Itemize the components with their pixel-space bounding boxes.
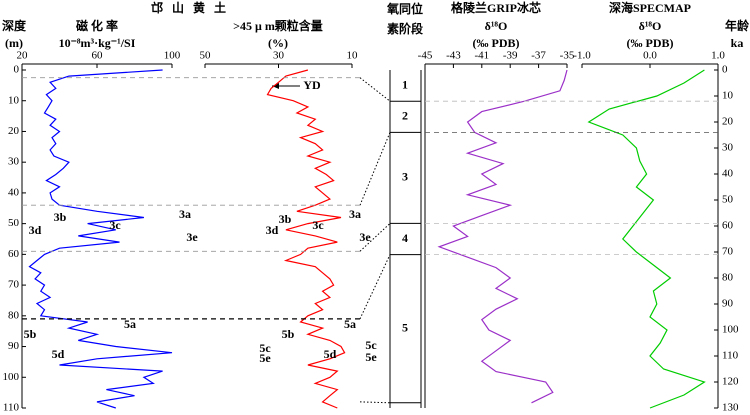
- y-tick-label: 0: [14, 64, 20, 76]
- stage-connector: [359, 401, 391, 404]
- stage-connector: [359, 132, 391, 206]
- y-tick-label: 50: [8, 217, 20, 229]
- y-tick-label: 100: [722, 324, 739, 336]
- y-tick-label: 20: [722, 116, 734, 128]
- annotation: 3c: [109, 218, 121, 232]
- x-tick-label: -39: [503, 50, 518, 62]
- y-tick-label: 100: [3, 371, 20, 383]
- x-axis-label: >45 μ m颗粒含量: [233, 18, 323, 33]
- annotation: 3e: [186, 230, 198, 244]
- y-tick-label: 90: [722, 298, 734, 310]
- y-tick-label: 10: [8, 94, 20, 106]
- x-tick-label: -41: [474, 50, 489, 62]
- y-axis-label: 年龄: [725, 18, 750, 33]
- annotation: 3b: [279, 212, 292, 226]
- x-axis-unit: (%): [268, 36, 288, 50]
- y-tick-label: 130: [722, 402, 739, 414]
- x-tick-label: -37: [531, 50, 546, 62]
- annotation: 5c: [365, 338, 377, 352]
- annotation: 5e: [259, 351, 271, 365]
- y-tick-label: 60: [8, 248, 20, 260]
- y-tick-label: 30: [8, 156, 20, 168]
- y-axis-label: 深度: [2, 18, 27, 33]
- y-tick-label: 110: [3, 402, 20, 414]
- stage-label: 5: [402, 320, 408, 334]
- stage-connector: [359, 77, 391, 102]
- profile-line: [437, 69, 568, 404]
- x-tick-label: 60: [92, 50, 104, 62]
- y-axis-unit: (m): [5, 36, 23, 50]
- y-tick-label: 90: [8, 340, 20, 352]
- annotation: 5c: [259, 341, 271, 355]
- profile-line: [587, 69, 706, 409]
- yd-arrow-head: [272, 83, 279, 89]
- y-tick-label: 20: [8, 125, 20, 137]
- panel-title: 深海SPECMAP: [609, 0, 691, 15]
- x-tick-label: -43: [446, 50, 461, 62]
- annotation: 3a: [349, 207, 361, 221]
- x-tick-label: 50: [200, 50, 212, 62]
- x-axis-unit: (‰ PDB): [473, 36, 520, 50]
- y-axis-unit: ka: [731, 36, 744, 50]
- stage-label: 1: [402, 77, 408, 91]
- y-tick-label: 80: [8, 309, 20, 321]
- y-tick-label: 110: [722, 350, 739, 362]
- y-tick-label: 40: [8, 186, 20, 198]
- y-tick-label: 50: [722, 194, 734, 206]
- x-tick-label: -35: [560, 50, 575, 62]
- y-tick-label: 70: [8, 279, 20, 291]
- y-tick-label: 80: [722, 272, 734, 284]
- annotation: 3e: [359, 230, 371, 244]
- annotation: 5d: [52, 347, 65, 361]
- x-axis-unit: 10⁻⁸m³·kg⁻¹/SI: [59, 36, 136, 50]
- x-axis-label: δ¹⁸O: [639, 19, 662, 33]
- y-tick-label: 30: [722, 142, 734, 154]
- y-tick-label: 0: [722, 64, 728, 76]
- stage-label: 2: [402, 109, 408, 123]
- annotation: YD: [303, 78, 321, 92]
- x-tick-label: 30: [273, 50, 285, 62]
- y-tick-label: 10: [722, 90, 734, 102]
- stage-label: 3: [402, 170, 408, 184]
- annotation: 5a: [124, 317, 136, 331]
- annotation: 5a: [344, 317, 356, 331]
- stage-connector: [359, 254, 391, 320]
- x-tick-label: 10: [347, 50, 359, 62]
- x-axis-label: 磁 化 率: [75, 18, 118, 33]
- annotation: 3d: [29, 223, 42, 237]
- annotation: 5e: [365, 350, 377, 364]
- loess-title: 邙 山 黄 土: [151, 0, 229, 15]
- annotation: 5b: [24, 327, 37, 341]
- x-tick-label: 1.0: [711, 50, 725, 62]
- x-tick-label: 0.0: [643, 50, 657, 62]
- annotation: 3d: [266, 223, 279, 237]
- x-axis-label: δ¹⁸O: [485, 19, 508, 33]
- x-tick-label: 20: [17, 50, 29, 62]
- annotation: 3c: [312, 218, 324, 232]
- annotation: 5d: [324, 347, 337, 361]
- stage-title: 氧同位: [386, 1, 423, 16]
- x-tick-label: -45: [418, 50, 433, 62]
- y-tick-label: 70: [722, 246, 734, 258]
- annotation: 3b: [54, 210, 67, 224]
- annotation: 3a: [179, 207, 191, 221]
- stage-subtitle: 素阶段: [387, 21, 424, 36]
- annotation: 5b: [282, 327, 295, 341]
- panel-title: 格陵兰GRIP冰芯: [451, 0, 541, 15]
- profile-line: [266, 69, 346, 409]
- y-tick-label: 40: [722, 168, 734, 180]
- stage-label: 4: [402, 231, 408, 245]
- profile-line: [28, 69, 173, 409]
- x-tick-label: -1.0: [573, 50, 591, 62]
- y-tick-label: 60: [722, 220, 734, 232]
- y-tick-label: 120: [722, 376, 739, 388]
- x-tick-label: 100: [164, 50, 181, 62]
- x-axis-unit: (‰ PDB): [627, 36, 674, 50]
